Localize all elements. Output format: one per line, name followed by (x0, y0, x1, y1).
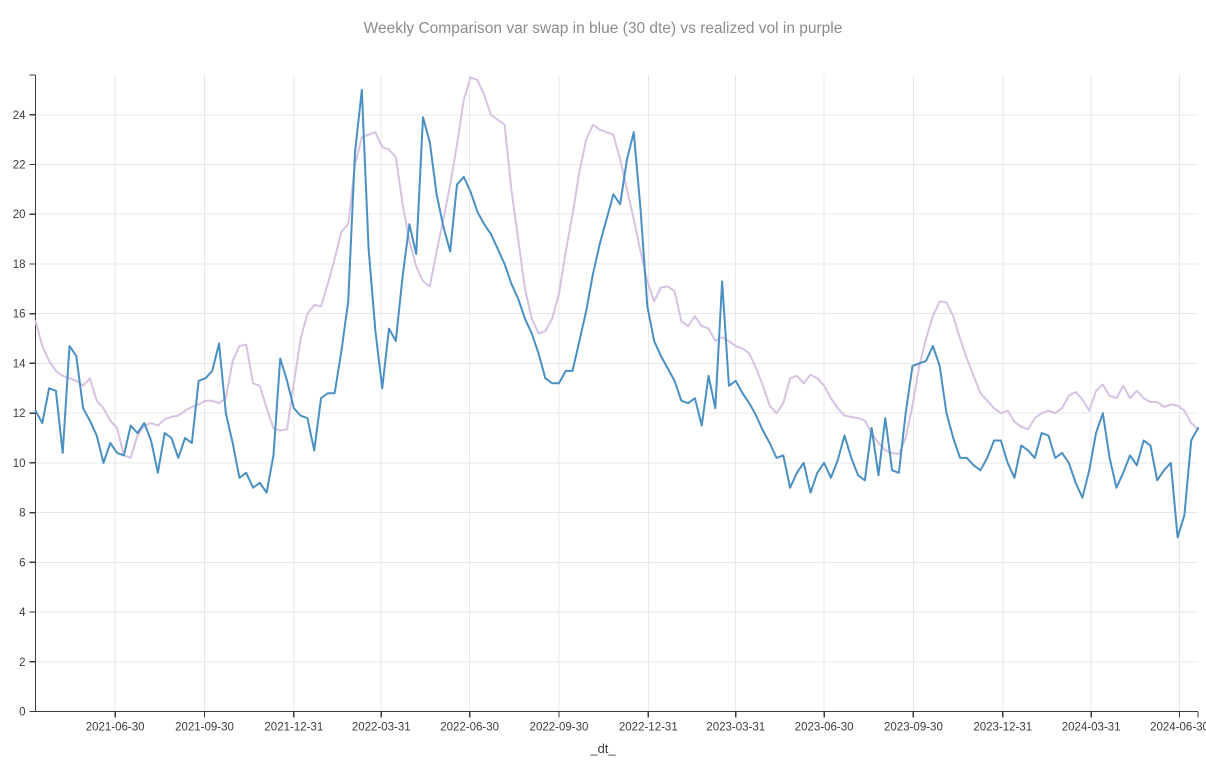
x-tick-label: 2022-09-30 (530, 722, 589, 734)
realized-vol-line (34, 76, 1199, 459)
y-tick-label: 16 (13, 309, 26, 321)
y-tick-label: 0 (19, 707, 25, 719)
x-tick-label: 2021-06-30 (86, 722, 145, 734)
y-tick-label: 18 (13, 259, 26, 271)
axes (29, 74, 1199, 718)
var-swap-line (34, 88, 1199, 539)
x-tick-label: 2023-06-30 (795, 722, 854, 734)
y-tick-label: 6 (19, 557, 25, 569)
y-tick-label: 12 (13, 408, 26, 420)
x-tick-label: 2023-03-31 (706, 722, 765, 734)
y-tick-label: 14 (13, 358, 26, 370)
x-tick-label: 2021-12-31 (264, 722, 323, 734)
y-tick-label: 22 (13, 160, 26, 172)
y-tick-label: 2 (19, 657, 25, 669)
y-tick-label: 8 (19, 508, 25, 520)
y-tick-label: 20 (13, 209, 26, 221)
gridlines (35, 75, 1198, 712)
x-tick-label: 2022-12-31 (619, 722, 678, 734)
x-tick-label: 2022-03-31 (352, 722, 411, 734)
x-tick-label: 2022-06-30 (440, 722, 499, 734)
x-tick-label: 2021-09-30 (175, 722, 234, 734)
x-tick-label: 2024-03-31 (1062, 722, 1121, 734)
y-tick-label: 4 (19, 607, 26, 619)
series-lines (34, 76, 1199, 539)
y-tick-label: 24 (13, 110, 26, 122)
y-tick-label: 10 (13, 458, 26, 470)
chart-title: Weekly Comparison var swap in blue (30 d… (364, 20, 843, 37)
x-tick-label: 2023-09-30 (884, 722, 943, 734)
x-axis-title: _dt_ (589, 741, 616, 756)
x-tick-label: 2023-12-31 (973, 722, 1032, 734)
x-tick-label: 2024-06-30 (1150, 722, 1206, 734)
